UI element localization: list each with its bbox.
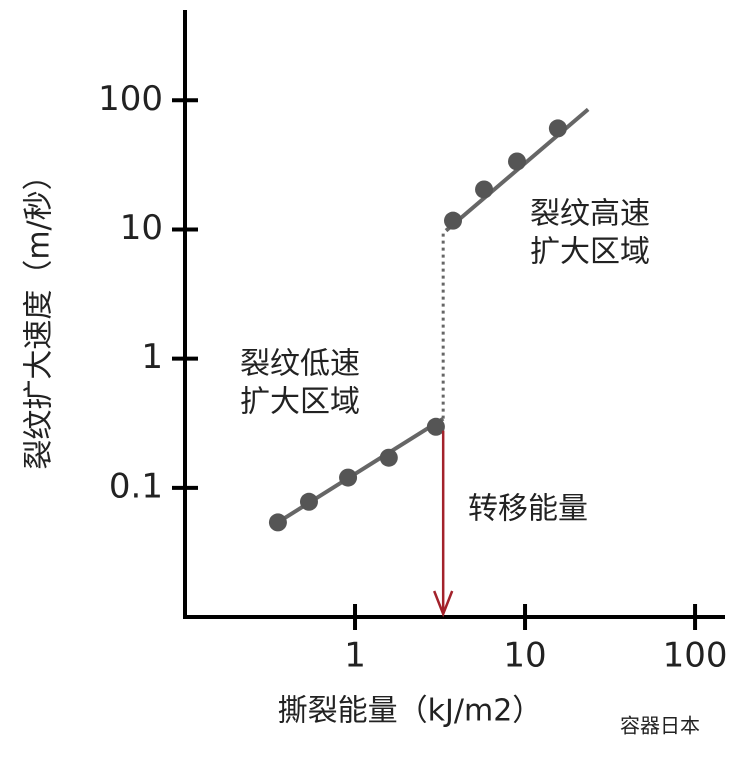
x-tick-label: 100 — [663, 636, 728, 676]
annotation: 扩大区域 — [240, 385, 360, 420]
y-tick-label: 0.1 — [109, 466, 163, 506]
point — [444, 211, 463, 230]
x-axis-label: 撕裂能量（kJ/m2） — [278, 694, 543, 729]
trend-line — [269, 416, 445, 529]
annotation: 裂纹高速 — [530, 197, 650, 232]
y-tick-label: 100 — [98, 79, 163, 119]
point — [508, 152, 527, 171]
point — [299, 492, 318, 511]
arrow-head — [433, 590, 454, 618]
x-tick-label: 10 — [503, 636, 546, 676]
point — [475, 180, 494, 199]
annotation: 裂纹低速 — [240, 347, 360, 382]
y-tick-label: 1 — [141, 337, 163, 377]
point — [268, 513, 287, 532]
watermark: 容器日本 — [620, 714, 700, 738]
x-tick-label: 1 — [344, 636, 366, 676]
y-tick-label: 10 — [120, 208, 163, 248]
point — [379, 448, 398, 467]
annotation: 转移能量 — [468, 492, 588, 527]
annotation: 扩大区域 — [530, 235, 650, 270]
y-axis-label: 裂纹扩大速度（m/秒） — [22, 160, 57, 469]
point — [339, 468, 358, 487]
point — [548, 119, 567, 138]
point — [426, 417, 445, 436]
